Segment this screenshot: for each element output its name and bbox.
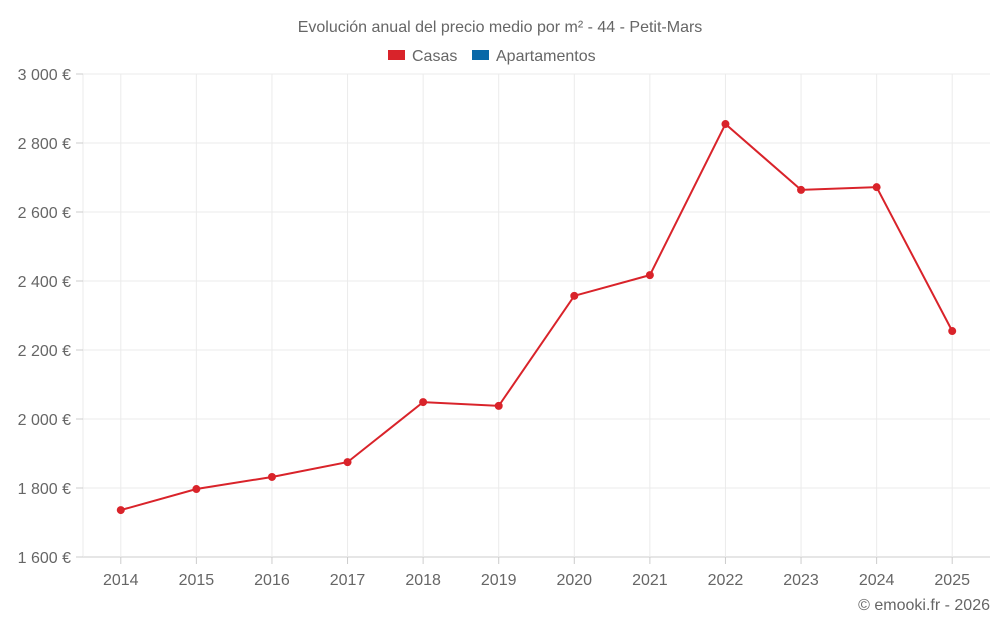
x-tick-label: 2016 [254, 572, 290, 589]
y-tick-label: 1 600 € [18, 550, 71, 567]
data-point-2016 [267, 472, 276, 481]
data-point-2017 [343, 458, 352, 467]
y-tick-label: 2 800 € [18, 136, 71, 153]
legend-swatch-apartamentos [472, 50, 489, 60]
legend-label-apartamentos[interactable]: Apartamentos [496, 48, 596, 65]
x-tick-label: 2025 [934, 572, 970, 589]
y-tick-label: 1 800 € [18, 481, 71, 498]
data-point-2018 [419, 398, 428, 407]
x-tick-label: 2023 [783, 572, 819, 589]
legend-label-casas[interactable]: Casas [412, 48, 457, 65]
chart-title: Evolución anual del precio medio por m² … [298, 19, 703, 36]
x-tick-label: 2015 [179, 572, 215, 589]
data-point-2023 [797, 185, 806, 194]
x-tick-label: 2018 [405, 572, 441, 589]
x-tick-label: 2014 [103, 572, 139, 589]
y-tick-label: 2 000 € [18, 412, 71, 429]
data-point-2025 [948, 327, 957, 336]
y-tick-label: 2 600 € [18, 205, 71, 222]
data-point-2022 [721, 120, 730, 129]
x-tick-label: 2019 [481, 572, 517, 589]
x-tick-label: 2021 [632, 572, 668, 589]
data-point-2021 [645, 271, 654, 280]
y-tick-label: 2 400 € [18, 274, 71, 291]
data-point-2020 [570, 291, 579, 300]
data-point-2019 [494, 401, 503, 410]
series-line-casas [120, 122, 954, 512]
x-tick-label: 2020 [556, 572, 592, 589]
y-tick-label: 2 200 € [18, 343, 71, 360]
legend-swatch-casas [388, 50, 405, 60]
x-tick-label: 2017 [330, 572, 366, 589]
legend: Casas Apartamentos [388, 48, 596, 65]
credit: © emooki.fr - 2026 [858, 597, 990, 614]
y-tick-label: 3 000 € [18, 67, 71, 84]
data-point-2015 [192, 485, 201, 494]
data-point-2024 [872, 183, 881, 192]
x-tick-label: 2022 [708, 572, 744, 589]
data-point-2014 [116, 506, 125, 515]
x-tick-label: 2024 [859, 572, 895, 589]
